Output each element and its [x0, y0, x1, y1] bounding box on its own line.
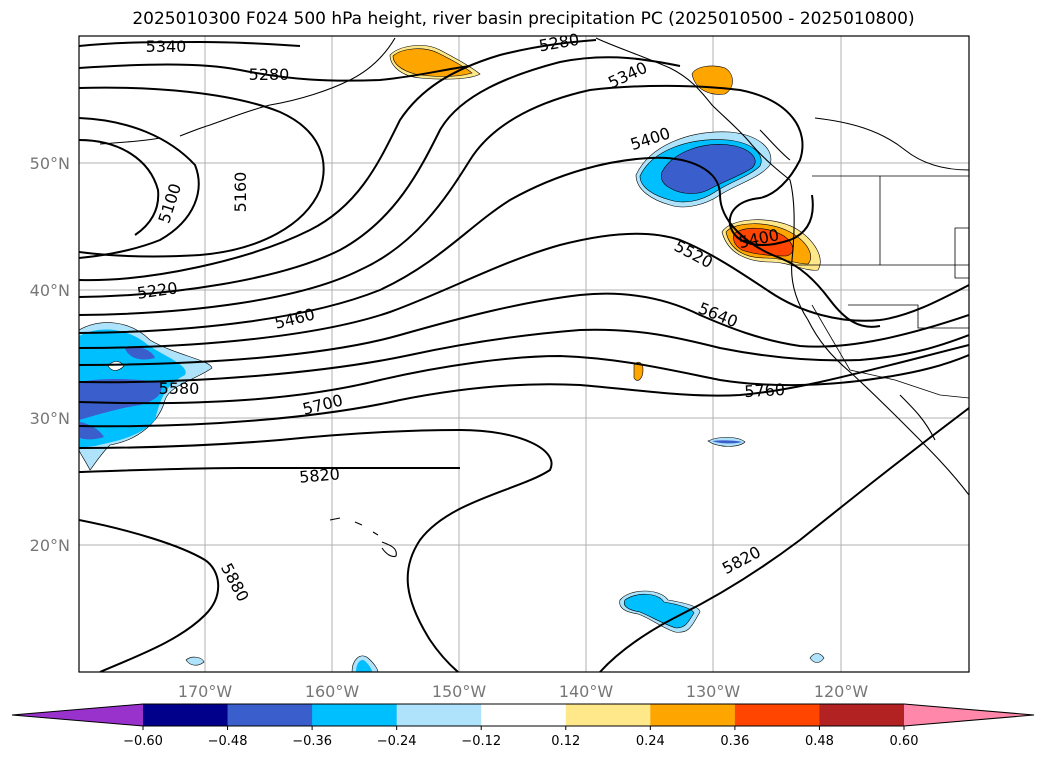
contour-label: 5340 [146, 37, 187, 56]
contour-label: 5160 [231, 172, 250, 213]
graticule [79, 36, 969, 672]
contour-label: 5640 [696, 298, 741, 331]
height-contours [79, 39, 969, 672]
contour-label: 5580 [159, 379, 200, 398]
contour-label: 5280 [249, 65, 290, 84]
lon-tick-label: 160°W [305, 682, 360, 701]
contour-label: 5280 [537, 30, 580, 56]
lon-tick-label: 170°W [178, 682, 233, 701]
borders [792, 175, 969, 399]
contour-label: 5760 [744, 380, 786, 401]
contour-label: 5700 [301, 391, 345, 419]
contour-label: 5220 [136, 278, 179, 302]
map-frame [78, 35, 970, 673]
contour-label: 5820 [719, 542, 764, 578]
lat-tick-label: 40°N [30, 281, 70, 300]
longitude-ticks: 170°W 160°W 150°W 140°W 130°W 120°W [178, 682, 869, 701]
contour-label: 5880 [217, 560, 253, 605]
lon-tick-label: 140°W [559, 682, 614, 701]
precip-shading [79, 45, 825, 672]
lat-tick-label: 20°N [30, 536, 70, 555]
lat-tick-label: 30°N [30, 409, 70, 428]
contour-labels: 5340 5280 5280 5340 5400 5400 5100 5160 … [136, 30, 786, 605]
lon-tick-label: 120°W [814, 682, 869, 701]
latitude-ticks: 50°N 40°N 30°N 20°N [30, 154, 70, 555]
lon-tick-label: 150°W [432, 682, 487, 701]
lon-tick-label: 130°W [686, 682, 741, 701]
contour-label: 5100 [154, 181, 185, 226]
contour-label: 5820 [298, 464, 340, 486]
lat-tick-label: 50°N [30, 154, 70, 173]
contour-label: 5520 [671, 236, 716, 272]
contour-label: 5460 [273, 305, 317, 333]
map-title: 2025010300 F024 500 hPa height, river ba… [132, 9, 915, 29]
